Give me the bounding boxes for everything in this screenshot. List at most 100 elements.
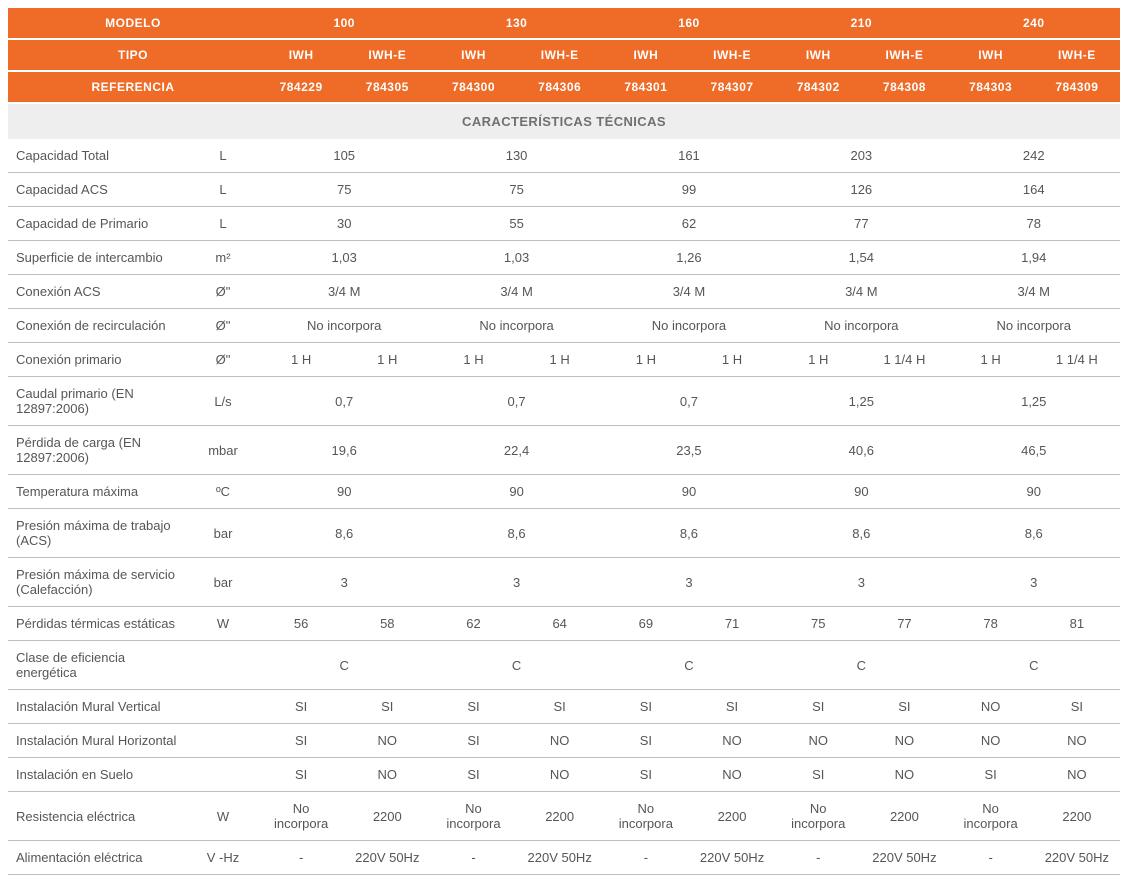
row-value: NO xyxy=(517,758,603,792)
row-value: 78 xyxy=(948,207,1120,241)
row-value: No incorpora xyxy=(258,792,344,841)
row-value: 22,4 xyxy=(430,426,602,475)
row-value: 23,5 xyxy=(603,426,775,475)
row-value: SI xyxy=(603,758,689,792)
row-value: NO xyxy=(1034,724,1120,758)
row-value: 58 xyxy=(344,607,430,641)
row-value: 8,6 xyxy=(258,509,430,558)
row-unit xyxy=(188,724,258,758)
row-unit xyxy=(188,758,258,792)
header-tipo-label: TIPO xyxy=(8,39,258,71)
row-label: Superficie de intercambio xyxy=(8,241,188,275)
row-value: 19,6 xyxy=(258,426,430,475)
row-value: C xyxy=(430,641,602,690)
row-value: 71 xyxy=(689,607,775,641)
row-value: 90 xyxy=(603,475,775,509)
row-value: 126 xyxy=(775,173,947,207)
row-unit: W xyxy=(188,792,258,841)
row-value: SI xyxy=(344,690,430,724)
row-value: NO xyxy=(948,724,1034,758)
row-value: 8,6 xyxy=(603,509,775,558)
header-type: IWH xyxy=(430,39,516,71)
row-value: 90 xyxy=(430,475,602,509)
row-value: 8,6 xyxy=(775,509,947,558)
row-value: 81 xyxy=(1034,607,1120,641)
row-value: No incorpora xyxy=(775,792,861,841)
row-value: SI xyxy=(258,690,344,724)
row-value: - xyxy=(948,841,1034,875)
row-unit: mbar xyxy=(188,426,258,475)
row-value: 3/4 M xyxy=(948,275,1120,309)
spec-table: MODELO100130160210240TIPOIWHIWH-EIWHIWH-… xyxy=(8,8,1120,875)
row-value: 220V 50Hz xyxy=(1034,841,1120,875)
row-label: Capacidad de Primario xyxy=(8,207,188,241)
row-value: 1 1/4 H xyxy=(1034,343,1120,377)
row-unit: L xyxy=(188,139,258,173)
row-value: SI xyxy=(258,724,344,758)
row-value: 90 xyxy=(948,475,1120,509)
row-value: No incorpora xyxy=(258,309,430,343)
header-modelo-label: MODELO xyxy=(8,8,258,39)
header-model: 210 xyxy=(775,8,947,39)
row-value: 1,26 xyxy=(603,241,775,275)
header-ref: 784303 xyxy=(948,71,1034,103)
row-value: 220V 50Hz xyxy=(344,841,430,875)
header-type: IWH xyxy=(258,39,344,71)
row-unit: L xyxy=(188,173,258,207)
row-label: Instalación Mural Vertical xyxy=(8,690,188,724)
row-unit: m² xyxy=(188,241,258,275)
row-value: No incorpora xyxy=(430,792,516,841)
row-label: Pérdidas térmicas estáticas xyxy=(8,607,188,641)
header-ref: 784309 xyxy=(1034,71,1120,103)
table-row: Conexión primarioØ"1 H1 H1 H1 H1 H1 H1 H… xyxy=(8,343,1120,377)
row-value: 3 xyxy=(603,558,775,607)
row-value: 161 xyxy=(603,139,775,173)
row-value: SI xyxy=(430,724,516,758)
row-value: SI xyxy=(517,690,603,724)
row-value: 2200 xyxy=(689,792,775,841)
row-value: 2200 xyxy=(517,792,603,841)
header-type: IWH xyxy=(603,39,689,71)
header-type: IWH-E xyxy=(344,39,430,71)
row-value: 78 xyxy=(948,607,1034,641)
row-value: 90 xyxy=(258,475,430,509)
row-value: 3 xyxy=(258,558,430,607)
table-row: Presión máxima de trabajo (ACS)bar8,68,6… xyxy=(8,509,1120,558)
row-value: 1,25 xyxy=(775,377,947,426)
row-value: 0,7 xyxy=(258,377,430,426)
row-value: SI xyxy=(775,758,861,792)
row-value: 220V 50Hz xyxy=(861,841,947,875)
row-label: Resistencia eléctrica xyxy=(8,792,188,841)
header-type: IWH xyxy=(775,39,861,71)
header-ref: 784307 xyxy=(689,71,775,103)
header-model: 100 xyxy=(258,8,430,39)
row-value: 220V 50Hz xyxy=(517,841,603,875)
row-value: NO xyxy=(689,724,775,758)
row-unit: bar xyxy=(188,558,258,607)
table-row: Instalación Mural VerticalSISISISISISISI… xyxy=(8,690,1120,724)
row-value: 3/4 M xyxy=(258,275,430,309)
row-label: Conexión de recirculación xyxy=(8,309,188,343)
row-value: 8,6 xyxy=(430,509,602,558)
table-row: Instalación Mural HorizontalSINOSINOSINO… xyxy=(8,724,1120,758)
row-value: 56 xyxy=(258,607,344,641)
row-value: 203 xyxy=(775,139,947,173)
row-value: 64 xyxy=(517,607,603,641)
row-unit: ºC xyxy=(188,475,258,509)
row-unit: Ø" xyxy=(188,343,258,377)
table-row: Conexión de recirculaciónØ"No incorporaN… xyxy=(8,309,1120,343)
row-label: Presión máxima de trabajo (ACS) xyxy=(8,509,188,558)
table-row: Instalación en SueloSINOSINOSINOSINOSINO xyxy=(8,758,1120,792)
row-value: SI xyxy=(689,690,775,724)
row-value: NO xyxy=(775,724,861,758)
row-value: 3 xyxy=(775,558,947,607)
row-value: 0,7 xyxy=(430,377,602,426)
header-type: IWH-E xyxy=(517,39,603,71)
row-value: 75 xyxy=(430,173,602,207)
row-value: - xyxy=(603,841,689,875)
row-value: SI xyxy=(430,758,516,792)
spec-thead: MODELO100130160210240TIPOIWHIWH-EIWHIWH-… xyxy=(8,8,1120,139)
row-value: NO xyxy=(1034,758,1120,792)
header-ref: 784300 xyxy=(430,71,516,103)
row-value: SI xyxy=(430,690,516,724)
